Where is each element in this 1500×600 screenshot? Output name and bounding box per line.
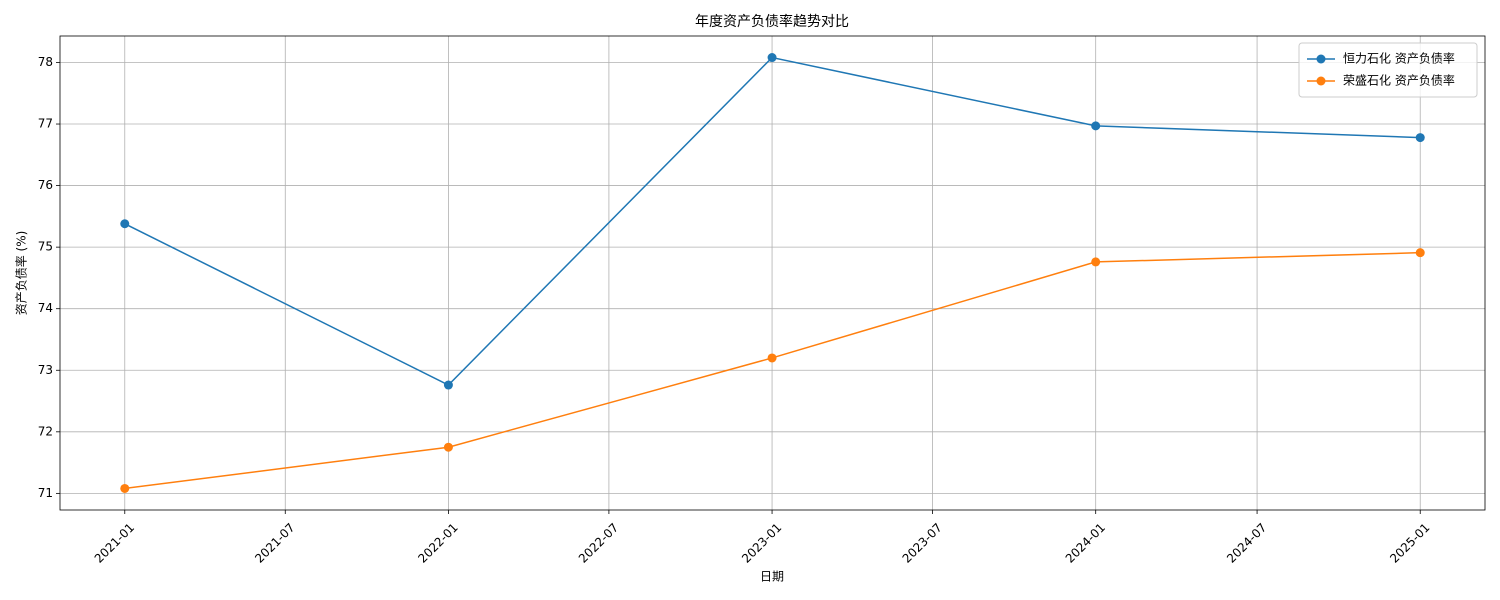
- plot-frame: [59, 35, 1486, 511]
- x-tick-label: 2022-07: [576, 520, 621, 565]
- x-axis-label: 日期: [760, 570, 784, 584]
- legend-label: 荣盛石化 资产负债率: [1343, 73, 1455, 88]
- x-tick-label: 2023-07: [900, 520, 945, 565]
- x-tick-label: 2024-01: [1063, 520, 1108, 565]
- legend-box: [1298, 42, 1478, 98]
- data-point: [443, 442, 453, 452]
- legend-marker: [1316, 76, 1326, 86]
- data-point: [767, 353, 777, 363]
- data-point: [120, 219, 130, 229]
- legend-marker: [1316, 54, 1326, 64]
- y-tick-label: 72: [38, 424, 53, 438]
- x-tick-label: 2025-01: [1387, 520, 1432, 565]
- x-tick-label: 2024-07: [1224, 520, 1269, 565]
- y-tick-label: 73: [38, 363, 53, 377]
- data-point: [1415, 248, 1425, 258]
- series-line: [124, 56, 1421, 386]
- y-tick-label: 74: [38, 301, 53, 315]
- x-tick-label: 2023-01: [739, 520, 784, 565]
- data-point: [767, 53, 777, 63]
- chart-title: 年度资产负债率趋势对比: [695, 13, 849, 30]
- y-tick-label: 71: [38, 486, 53, 500]
- data-point: [1091, 121, 1101, 131]
- y-tick-label: 77: [38, 117, 53, 131]
- data-point: [120, 483, 130, 493]
- x-tick-label: 2021-01: [92, 520, 137, 565]
- legend-label: 恒力石化 资产负债率: [1343, 51, 1455, 66]
- x-tick-label: 2022-01: [415, 520, 460, 565]
- y-tick-label: 75: [38, 240, 53, 254]
- y-axis-label: 资产负债率 (%): [14, 231, 29, 316]
- x-tick-label: 2021-07: [252, 520, 297, 565]
- data-point: [1091, 257, 1101, 267]
- data-point: [1415, 133, 1425, 143]
- y-tick-label: 76: [38, 178, 53, 192]
- data-point: [443, 380, 453, 390]
- y-tick-label: 78: [38, 55, 53, 69]
